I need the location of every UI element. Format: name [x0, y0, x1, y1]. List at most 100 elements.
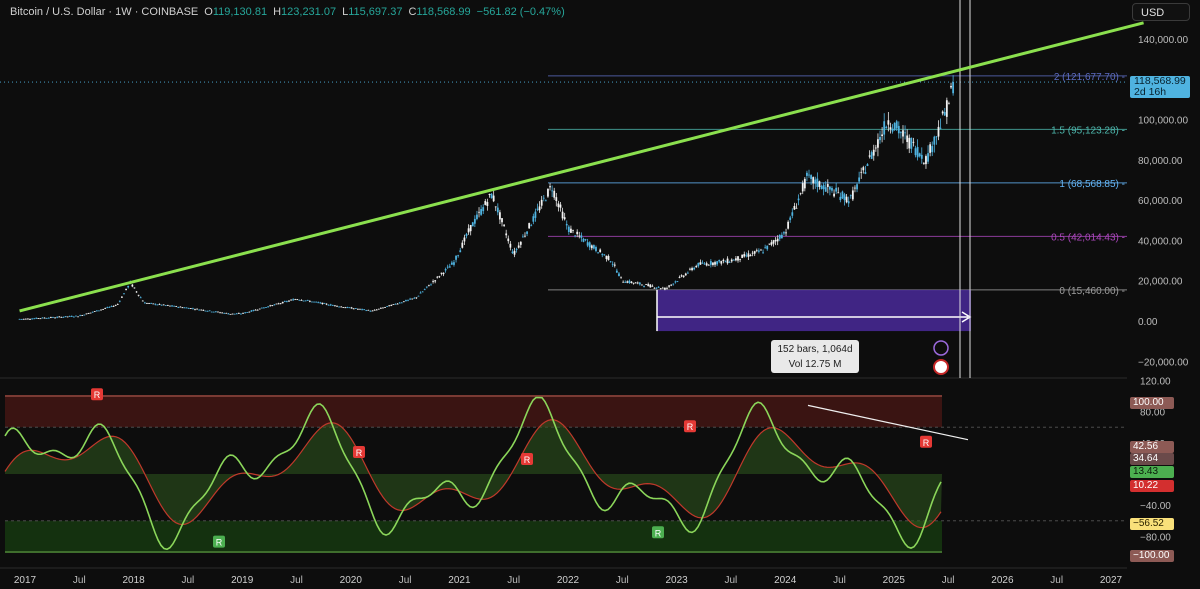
candle-body — [432, 281, 434, 283]
candle-body — [465, 233, 468, 236]
candle-body — [576, 231, 579, 235]
candle-body — [904, 132, 906, 134]
candle-body — [68, 316, 71, 317]
candle-body — [484, 200, 487, 205]
candle-body — [158, 304, 161, 305]
candle-body — [143, 302, 146, 304]
candle-body — [574, 235, 577, 237]
candle-body — [334, 305, 336, 307]
candle-body — [359, 308, 361, 310]
candle-body — [653, 287, 656, 289]
candle-body — [325, 303, 328, 305]
candle-body — [256, 309, 259, 311]
candle-body — [906, 135, 909, 143]
candle-body — [237, 313, 240, 314]
candle-body — [766, 245, 769, 250]
osc-value-tag: 100.00 — [1130, 397, 1174, 409]
candle-body — [945, 100, 948, 117]
open-value: 119,130.81 — [212, 6, 268, 18]
candle-body — [841, 191, 844, 199]
candle-body — [442, 272, 445, 275]
candle-body — [438, 276, 441, 278]
candle-body — [300, 299, 303, 301]
candle-body — [342, 307, 345, 308]
osc-axis-label: 120.00 — [1140, 376, 1171, 387]
oversold-zone — [5, 520, 942, 552]
candle-body — [730, 259, 733, 262]
candle-body — [595, 246, 597, 252]
price-axis-label: −20,000.00 — [1138, 357, 1189, 368]
candle-body — [768, 243, 771, 245]
close-label: C — [408, 6, 417, 18]
candle-body — [570, 228, 572, 233]
candle-body — [772, 240, 775, 244]
candle-body — [29, 319, 31, 320]
price-axis-label: 60,000.00 — [1138, 196, 1183, 207]
candle-body — [221, 312, 224, 314]
candle-body — [791, 212, 794, 216]
candle-body — [388, 305, 391, 307]
candle-body — [555, 197, 558, 201]
candle-body — [922, 163, 925, 164]
candle-body — [248, 311, 251, 313]
candle-body — [912, 141, 915, 143]
candle-body — [296, 299, 299, 301]
close-value: 118,568.99 — [416, 6, 471, 18]
candle-body — [411, 298, 414, 300]
candle-body — [277, 303, 280, 305]
candle-body — [476, 214, 478, 220]
time-axis-label: 2026 — [991, 575, 1014, 586]
candle-body — [783, 232, 785, 234]
time-axis-label: 2020 — [340, 575, 363, 586]
candle-body — [720, 261, 723, 264]
candle-body — [870, 152, 873, 159]
candle-body — [515, 249, 518, 250]
candle-body — [267, 306, 269, 308]
osc-fill — [5, 419, 942, 528]
candle-body — [799, 192, 802, 194]
candle-body — [114, 305, 117, 306]
candle-body — [599, 249, 602, 253]
candle-body — [66, 316, 69, 318]
candle-body — [858, 177, 861, 182]
osc-value-tag: −100.00 — [1130, 550, 1174, 562]
candle-body — [486, 202, 489, 206]
candle-body — [538, 206, 541, 211]
time-axis-label: Jul — [73, 575, 86, 586]
candle-body — [494, 206, 497, 208]
candle-body — [718, 259, 721, 262]
measure-volume: Vol 12.75 M — [788, 359, 842, 370]
currency-button[interactable]: USD — [1132, 3, 1190, 21]
candle-body — [463, 237, 466, 242]
candle-body — [851, 190, 854, 200]
candle-body — [492, 195, 495, 202]
candle-body — [895, 121, 898, 129]
candle-body — [703, 263, 706, 265]
candle-body — [810, 175, 812, 179]
candle-body — [726, 258, 729, 264]
osc-axis-label: −40.00 — [1140, 501, 1171, 512]
candle-body — [95, 310, 98, 312]
candle-body — [402, 301, 405, 303]
candle-body — [20, 318, 23, 320]
candle-body — [344, 307, 347, 309]
price-axis-label: 100,000.00 — [1138, 116, 1188, 127]
symbol-name[interactable]: Bitcoin / U.S. Dollar · 1W · COINBASE — [10, 6, 199, 18]
time-axis-label: 2021 — [448, 575, 471, 586]
candle-body — [948, 103, 950, 105]
candle-body — [916, 146, 919, 158]
candle-body — [931, 146, 934, 153]
candle-body — [152, 303, 155, 305]
candle-body — [833, 193, 835, 197]
candle-body — [757, 250, 760, 252]
candle-body — [49, 316, 52, 318]
candle-body — [542, 197, 545, 199]
candle-body — [511, 251, 514, 254]
candle-body — [847, 201, 850, 204]
candle-body — [18, 318, 21, 320]
candle-body — [77, 316, 79, 318]
r-marker-label: R — [524, 455, 531, 465]
candle-body — [699, 262, 702, 265]
